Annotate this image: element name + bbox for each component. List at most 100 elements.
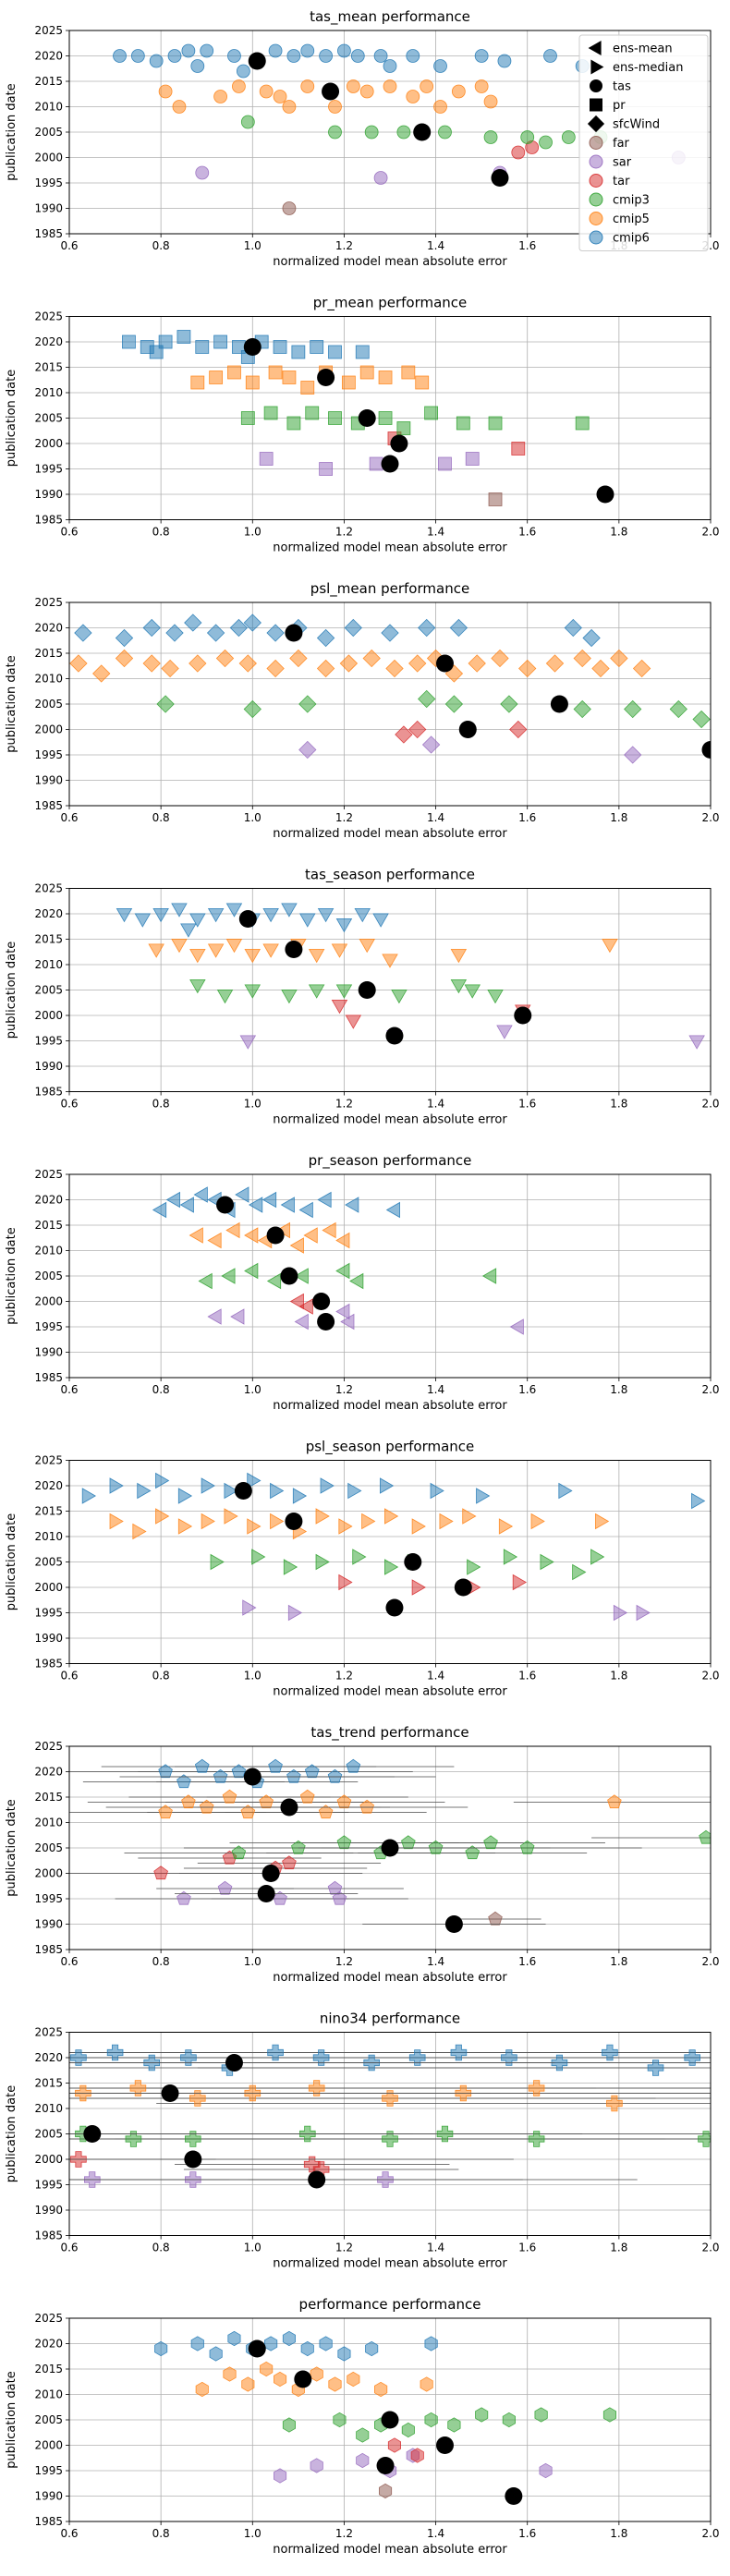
data-point-tar xyxy=(511,145,526,160)
data-point-cmip3 xyxy=(240,115,255,129)
data-point-cmip5 xyxy=(282,100,297,114)
y-tick-label: 1990 xyxy=(34,774,63,787)
data-point-cmip3 xyxy=(189,979,206,994)
y-tick-label: 2025 xyxy=(34,596,63,609)
data-point-cmip3 xyxy=(210,1553,225,1571)
data-point-cmip5 xyxy=(315,1508,330,1525)
data-point-cmip6 xyxy=(300,2340,314,2357)
data-point-cmip5 xyxy=(132,1523,147,1540)
data-point-sar xyxy=(335,1303,350,1320)
data-point-cmip6 xyxy=(408,2049,426,2066)
data-point-ens-mean xyxy=(262,1865,280,1882)
data-point-cmip5 xyxy=(450,949,468,964)
data-point-cmip5 xyxy=(335,1232,350,1249)
data-point-cmip5 xyxy=(215,649,235,668)
chart-title: psl_mean performance xyxy=(310,580,469,598)
data-point-cmip6 xyxy=(155,1472,170,1489)
data-point-cmip5 xyxy=(199,1799,214,1814)
x-tick-label: 1.2 xyxy=(335,1383,353,1396)
data-point-cmip5 xyxy=(227,365,241,380)
data-point-cmip3 xyxy=(487,990,504,1004)
chart-panel-4: tas_season performance 0.6 0.8 1.0 1.2 1.4 1.6… xyxy=(5,867,720,1127)
data-point-cmip3 xyxy=(424,406,439,420)
data-point-cmip6 xyxy=(134,913,152,928)
legend-label: pr xyxy=(613,99,626,113)
data-point-sar xyxy=(340,1313,355,1331)
data-point-cmip6 xyxy=(180,2049,197,2066)
x-tick-label: 0.6 xyxy=(60,1098,78,1111)
x-tick-label: 1.0 xyxy=(244,1098,262,1111)
data-point-cmip6 xyxy=(327,1768,343,1783)
data-point-cmip5 xyxy=(259,1794,274,1809)
plot-area xyxy=(122,330,614,506)
data-point-cmip5 xyxy=(336,1794,352,1809)
data-point-sar xyxy=(465,452,480,466)
data-point-cmip6 xyxy=(310,340,324,354)
data-point-cmip5 xyxy=(260,2361,274,2377)
data-point-tar xyxy=(153,1865,168,1880)
data-point-cmip6 xyxy=(248,1197,263,1213)
data-point-cmip3 xyxy=(534,2407,548,2423)
data-point-cmip5 xyxy=(373,2381,388,2398)
y-tick-label: 2015 xyxy=(34,2077,63,2090)
data-point-cmip3 xyxy=(528,2131,545,2147)
y-tick-label: 1995 xyxy=(34,748,63,761)
data-point-cmip3 xyxy=(244,984,261,999)
data-point-cmip5 xyxy=(201,1513,215,1530)
y-tick-label: 1990 xyxy=(34,1632,63,1645)
data-point-cmip5 xyxy=(602,939,618,954)
data-point-cmip6 xyxy=(551,2054,568,2072)
x-tick-label: 0.6 xyxy=(60,1670,78,1683)
data-point-ens-mean xyxy=(358,981,376,999)
data-point-cmip5 xyxy=(270,1513,285,1530)
data-point-ens-mean xyxy=(435,654,454,673)
data-point-cmip6 xyxy=(177,1488,193,1504)
data-point-cmip3 xyxy=(281,990,298,1004)
x-tick-label: 1.2 xyxy=(335,1955,353,1968)
data-point-cmip6 xyxy=(213,1768,228,1783)
x-tick-label: 1.6 xyxy=(518,811,536,824)
data-point-cmip6 xyxy=(304,1764,320,1779)
data-point-cmip3 xyxy=(328,125,342,140)
x-tick-label: 0.6 xyxy=(60,239,78,252)
x-tick-label: 1.4 xyxy=(427,526,444,539)
legend-swatch-cmip5 xyxy=(589,212,603,225)
data-point-ens-mean xyxy=(317,1313,335,1331)
data-point-cmip5 xyxy=(207,1232,222,1249)
data-point-ens-mean xyxy=(280,1267,298,1285)
data-point-cmip3 xyxy=(502,2412,516,2428)
y-tick-label: 2015 xyxy=(34,75,63,88)
data-point-cmip3 xyxy=(356,2427,370,2443)
data-point-cmip6 xyxy=(320,1477,335,1494)
data-point-ens-mean xyxy=(280,1798,298,1817)
y-tick-label: 2000 xyxy=(34,437,63,450)
data-point-cmip3 xyxy=(483,1835,498,1850)
data-point-cmip3 xyxy=(333,2412,347,2428)
data-point-cmip3 xyxy=(251,1549,266,1565)
data-point-cmip6 xyxy=(292,1488,308,1504)
data-point-cmip6 xyxy=(247,1472,262,1489)
data-point-cmip5 xyxy=(69,654,88,673)
x-axis-label: normalized model mean absolute error xyxy=(273,2257,507,2271)
data-point-cmip5 xyxy=(518,659,537,678)
data-point-cmip3 xyxy=(378,411,393,425)
data-point-cmip5 xyxy=(632,659,651,678)
x-tick-label: 1.8 xyxy=(610,1955,627,1968)
data-point-cmip3 xyxy=(328,411,342,425)
data-point-sar xyxy=(195,165,210,180)
x-tick-label: 0.8 xyxy=(152,2242,170,2254)
y-tick-label: 2025 xyxy=(34,1168,63,1181)
data-point-cmip5 xyxy=(462,1508,477,1525)
y-tick-label: 2005 xyxy=(34,1841,63,1854)
data-point-cmip6 xyxy=(179,1197,194,1213)
data-point-cmip5 xyxy=(161,659,179,678)
y-tick-label: 1985 xyxy=(34,1943,63,1956)
data-point-sar xyxy=(613,1604,628,1622)
x-tick-label: 2.0 xyxy=(701,1098,719,1111)
data-point-sar xyxy=(369,456,383,471)
y-tick-label: 1995 xyxy=(34,2179,63,2192)
plot-area xyxy=(113,43,686,215)
legend: ens-mean ens-median tas pr sfcWind far sar tar c… xyxy=(578,34,709,251)
y-tick-label: 1985 xyxy=(34,227,63,240)
